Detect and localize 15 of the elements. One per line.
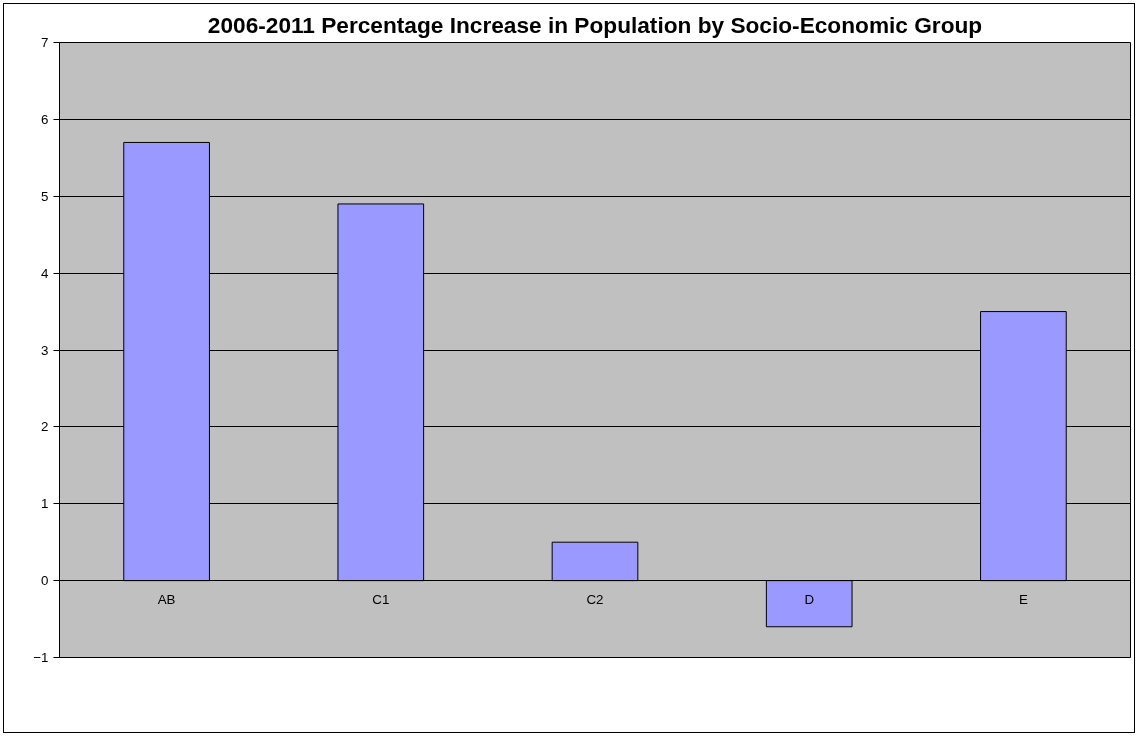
y-tick-label: 2 xyxy=(41,419,49,435)
x-tick-label: E xyxy=(1018,591,1028,607)
x-tick-label: D xyxy=(804,591,815,607)
y-tick-label: 7 xyxy=(41,35,49,50)
x-tick-label: C1 xyxy=(372,591,390,607)
y-tick-label: 0 xyxy=(41,573,49,589)
y-tick-label: 6 xyxy=(41,111,49,127)
y-tick-label: 5 xyxy=(41,188,49,204)
y-tick-label: 3 xyxy=(41,342,49,358)
y-tick-label: −1 xyxy=(33,650,49,665)
y-tick-label: 4 xyxy=(41,265,50,281)
y-tick-label: 1 xyxy=(41,496,49,512)
x-tick-label: C2 xyxy=(586,591,604,607)
chart-title: 2006-2011 Percentage Increase in Population by Socio-Economic Group xyxy=(207,11,983,38)
x-tick-label: AB xyxy=(157,591,176,607)
